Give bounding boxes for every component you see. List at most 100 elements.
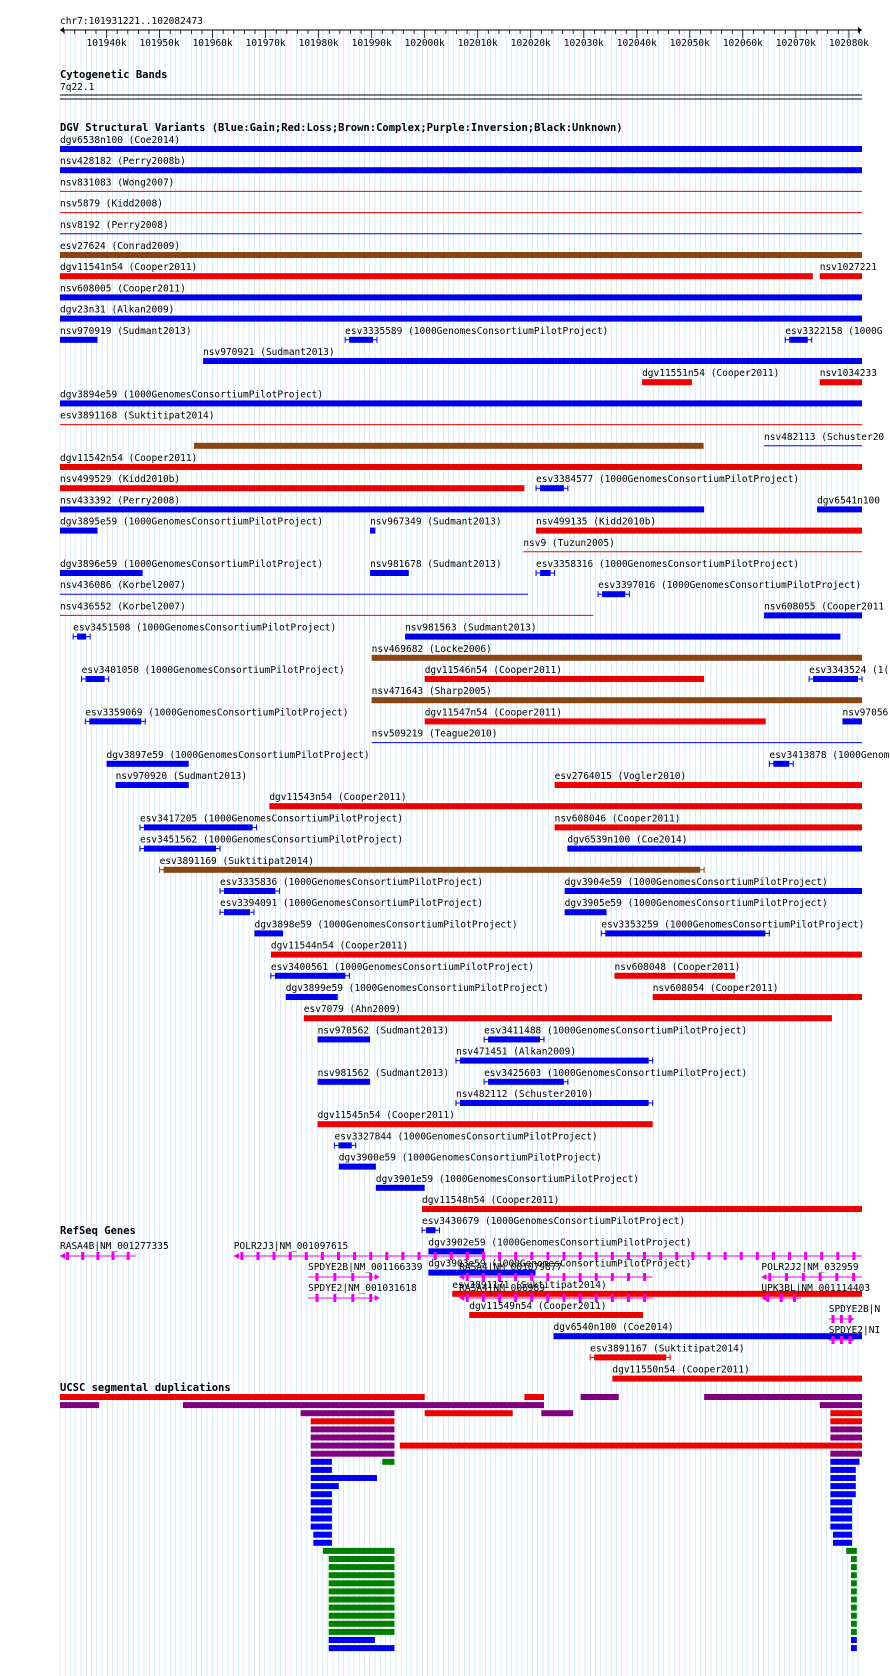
- dgv-feature[interactable]: esv3891169 (Suktitipat2014): [159, 856, 705, 873]
- dgv-feature[interactable]: dgv11541n54 (Cooper2011): [60, 262, 813, 280]
- segdup-block[interactable]: [541, 1410, 574, 1417]
- segdup-block[interactable]: [819, 1402, 862, 1409]
- dgv-feature[interactable]: esv3401050 (1000GenomesConsortiumPilotPr…: [81, 665, 345, 682]
- dgv-feature-bar[interactable]: [564, 909, 607, 916]
- segdup-block[interactable]: [182, 1402, 544, 1409]
- dgv-feature-bar[interactable]: [773, 760, 790, 767]
- dgv-feature[interactable]: dgv3896e59 (1000GenomesConsortiumPilotPr…: [60, 559, 323, 576]
- dgv-feature[interactable]: dgv6539n100 (Coe2014): [567, 835, 862, 852]
- segdup-block[interactable]: [830, 1507, 853, 1514]
- dgv-feature-bar[interactable]: [60, 336, 98, 343]
- dgv-feature[interactable]: dgv3898e59 (1000GenomesConsortiumPilotPr…: [254, 919, 518, 937]
- segdup-block[interactable]: [832, 1531, 853, 1538]
- dgv-feature-bar[interactable]: [469, 1312, 644, 1318]
- dgv-feature-bar[interactable]: [459, 1057, 649, 1064]
- dgv-feature[interactable]: nsv981563 (Sudmant2013): [405, 623, 841, 640]
- segdup-block[interactable]: [328, 1628, 395, 1635]
- segdup-block[interactable]: [328, 1612, 395, 1619]
- segdup-block[interactable]: [851, 1564, 857, 1571]
- dgv-feature-bar[interactable]: [60, 315, 862, 322]
- refseq-gene[interactable]: SPDYE2|NI: [828, 1325, 880, 1344]
- dgv-feature[interactable]: esv3891171 (Suktitipat2014): [452, 1280, 862, 1297]
- segdup-block[interactable]: [830, 1418, 862, 1425]
- dgv-feature[interactable]: nsv499135 (Kidd2010b): [536, 517, 862, 534]
- dgv-feature-bar[interactable]: [488, 1036, 540, 1043]
- dgv-feature-bar[interactable]: [554, 824, 862, 831]
- dgv-feature[interactable]: nsv509219 (Teague2010): [371, 729, 862, 744]
- dgv-feature[interactable]: esv3430679 (1000GenomesConsortiumPilotPr…: [421, 1216, 685, 1234]
- segdup-block[interactable]: [310, 1491, 332, 1498]
- dgv-feature-bar[interactable]: [269, 803, 862, 810]
- segdup-block[interactable]: [310, 1418, 395, 1425]
- dgv-feature-bar[interactable]: [349, 336, 373, 343]
- dgv-feature[interactable]: esv3417205 (1000GenomesConsortiumPilotPr…: [139, 813, 403, 831]
- dgv-feature[interactable]: nsv608048 (Cooper2011): [614, 962, 741, 979]
- refseq-gene[interactable]: RASA4B|NM_001277335: [60, 1241, 169, 1260]
- refseq-gene[interactable]: POLR2J3|NM_001097615: [233, 1241, 862, 1260]
- segdup-block[interactable]: [328, 1596, 395, 1603]
- segdup-block[interactable]: [832, 1539, 853, 1546]
- dgv-feature-bar[interactable]: [424, 718, 766, 725]
- dgv-feature[interactable]: esv3335836 (1000GenomesConsortiumPilotPr…: [219, 877, 483, 894]
- segdup-block[interactable]: [851, 1637, 857, 1643]
- segdup-block[interactable]: [313, 1531, 332, 1538]
- dgv-feature[interactable]: nsv428182 (Perry2008b): [60, 156, 862, 174]
- segdup-block[interactable]: [310, 1483, 339, 1490]
- dgv-feature[interactable]: esv3451562 (1000GenomesConsortiumPilotPr…: [139, 835, 403, 852]
- segdup-block[interactable]: [310, 1515, 332, 1522]
- dgv-feature[interactable]: nsv1027221: [819, 262, 877, 280]
- dgv-feature-bar[interactable]: [540, 570, 551, 576]
- dgv-feature-bar[interactable]: [424, 676, 705, 682]
- segdup-block[interactable]: [328, 1645, 395, 1652]
- segdup-block[interactable]: [310, 1426, 395, 1433]
- dgv-feature[interactable]: dgv3899e59 (1000GenomesConsortiumPilotPr…: [285, 983, 549, 1000]
- dgv-feature-bar[interactable]: [317, 1121, 653, 1128]
- segdup-block[interactable]: [830, 1483, 856, 1490]
- refseq-gene[interactable]: UPK3BL|NM_001114403: [761, 1283, 870, 1302]
- dgv-feature[interactable]: esv3358316 (1000GenomesConsortiumPilotPr…: [535, 559, 799, 576]
- dgv-feature[interactable]: nsv981562 (Sudmant2013): [317, 1068, 450, 1085]
- dgv-feature[interactable]: nsv608055 (Cooper2011: [764, 601, 884, 619]
- segdup-block[interactable]: [830, 1410, 862, 1417]
- dgv-feature-bar[interactable]: [89, 718, 142, 725]
- dgv-feature[interactable]: dgv23n31 (Alkan2009): [60, 305, 862, 322]
- dgv-feature[interactable]: nsv1034233: [819, 368, 877, 386]
- dgv-feature-bar[interactable]: [60, 570, 143, 576]
- dgv-feature-bar[interactable]: [77, 633, 87, 640]
- dgv-feature[interactable]: nsv608005 (Cooper2011): [60, 283, 862, 301]
- dgv-feature[interactable]: nsv608054 (Cooper2011): [652, 983, 862, 1000]
- dgv-feature[interactable]: esv3397016 (1000GenomesConsortiumPilotPr…: [597, 580, 861, 598]
- segdup-block[interactable]: [851, 1556, 857, 1562]
- segdup-block[interactable]: [310, 1475, 377, 1481]
- dgv-feature-bar[interactable]: [338, 1142, 352, 1149]
- segdup-block[interactable]: [851, 1588, 857, 1595]
- dgv-feature[interactable]: nsv608046 (Cooper2011): [554, 813, 862, 831]
- dgv-feature-bar[interactable]: [426, 1227, 436, 1234]
- dgv-feature[interactable]: nsv970562 (Sudmant2013): [317, 1025, 450, 1043]
- segdup-block[interactable]: [399, 1442, 862, 1449]
- dgv-feature[interactable]: dgv11551n54 (Cooper2011): [642, 368, 779, 386]
- segdup-block[interactable]: [580, 1394, 619, 1400]
- dgv-feature-bar[interactable]: [60, 146, 862, 152]
- track-refseq-genes[interactable]: RefSeq Genes RASA4B|NM_001277335 POLR2J3|…: [60, 1225, 880, 1344]
- dgv-feature[interactable]: dgv6538n100 (Coe2014): [60, 135, 862, 152]
- dgv-feature-bar[interactable]: [370, 570, 409, 576]
- dgv-feature[interactable]: nsv970919 (Sudmant2013): [60, 326, 192, 343]
- dgv-feature-bar[interactable]: [60, 252, 862, 258]
- segdup-block[interactable]: [328, 1604, 395, 1611]
- segdup-block[interactable]: [310, 1523, 332, 1530]
- segdup-block[interactable]: [310, 1434, 395, 1441]
- dgv-feature-bar[interactable]: [819, 379, 862, 386]
- dgv-feature-bar[interactable]: [536, 527, 862, 534]
- dgv-feature-bar[interactable]: [270, 951, 862, 958]
- segdup-block[interactable]: [60, 1394, 425, 1400]
- dgv-feature-bar[interactable]: [370, 527, 376, 534]
- dgv-feature[interactable]: nsv471643 (Sharp2005): [371, 686, 862, 704]
- dgv-feature-bar[interactable]: [60, 464, 862, 470]
- dgv-feature-bar[interactable]: [375, 1184, 425, 1191]
- dgv-feature-bar[interactable]: [303, 1015, 832, 1022]
- refseq-gene[interactable]: SPDYE2B|NM_001166339: [308, 1262, 423, 1281]
- dgv-feature-bar[interactable]: [143, 824, 253, 831]
- dgv-feature[interactable]: dgv3903e59 (1000GenomesConsortiumPilotPr…: [428, 1259, 692, 1276]
- segdup-block[interactable]: [851, 1580, 857, 1587]
